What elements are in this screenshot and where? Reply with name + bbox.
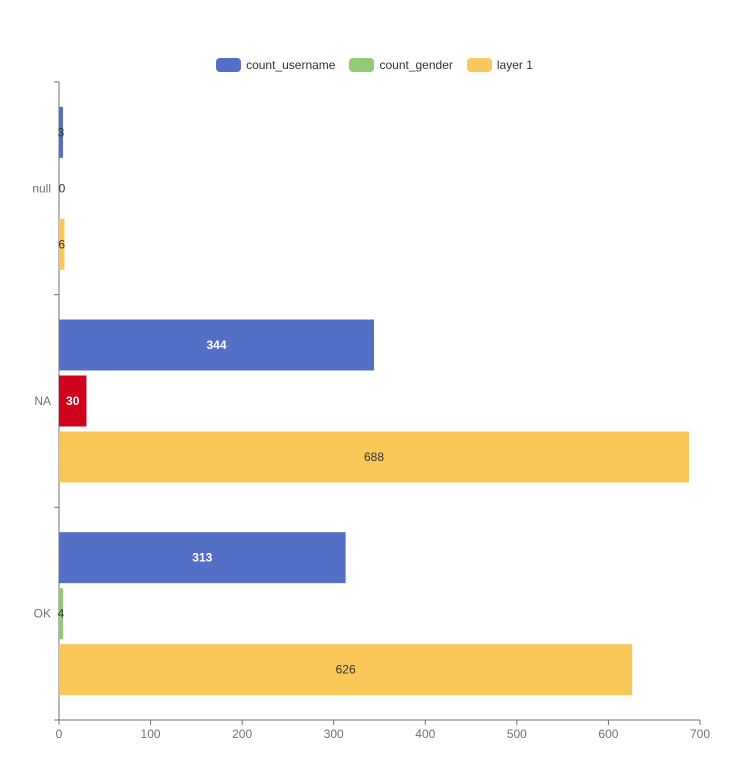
legend-label: count_gender <box>379 58 453 72</box>
bar <box>59 375 87 427</box>
legend-swatch <box>466 58 492 72</box>
legend: count_username count_gender layer 1 <box>0 58 749 72</box>
x-tick-label: 300 <box>324 727 344 741</box>
bar <box>59 431 690 483</box>
x-tick-label: 200 <box>232 727 252 741</box>
x-tick-label: 500 <box>507 727 527 741</box>
legend-swatch <box>349 58 375 72</box>
bar-value-label: 344 <box>206 338 226 352</box>
bar-value-label: 688 <box>364 450 384 464</box>
bar-value-label: 3 <box>58 125 65 139</box>
bar-value-label: 626 <box>336 663 356 677</box>
legend-label: count_username <box>246 58 336 72</box>
bar-value-label: 30 <box>66 394 80 408</box>
bar <box>59 588 63 640</box>
bar <box>59 644 633 696</box>
x-tick-label: 400 <box>415 727 435 741</box>
x-tick-label: 600 <box>598 727 618 741</box>
legend-swatch <box>216 58 242 72</box>
x-tick-label: 700 <box>690 727 710 741</box>
y-category-label: OK <box>34 607 51 621</box>
y-category-label: NA <box>34 394 51 408</box>
bar <box>59 319 375 371</box>
bar-value-label: 0 <box>59 181 66 195</box>
x-tick-label: 100 <box>141 727 161 741</box>
bar-value-label: 4 <box>58 607 65 621</box>
legend-item-count_gender[interactable]: count_gender <box>349 58 453 72</box>
bar <box>59 106 63 158</box>
bar <box>59 532 346 584</box>
legend-label: layer 1 <box>496 58 533 72</box>
y-category-label: null <box>32 181 51 195</box>
x-tick-label: 0 <box>56 727 63 741</box>
legend-item-layer-1[interactable]: layer 1 <box>466 58 533 72</box>
bar <box>59 218 65 270</box>
bar-value-label: 6 <box>58 237 65 251</box>
legend-item-count_username[interactable]: count_username <box>216 58 335 72</box>
bar-value-label: 313 <box>192 551 212 565</box>
